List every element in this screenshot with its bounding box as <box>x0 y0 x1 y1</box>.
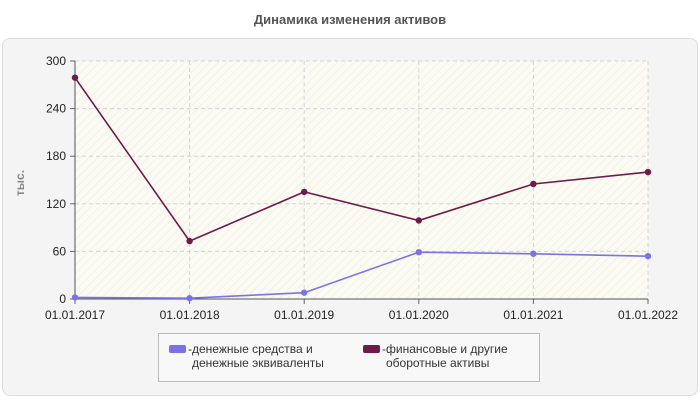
tick-labels: 0 60 120 180 240 300 01.01.2017 01.01.2018 01.01… <box>45 54 678 322</box>
data-point-0 <box>186 295 193 302</box>
axes <box>70 60 649 304</box>
series-line-0 <box>74 251 649 300</box>
legend-item-financial-assets[interactable]: - финансовые и другие оборотные активы <box>363 342 539 370</box>
x-tick-label: 01.01.2022 <box>618 308 678 322</box>
legend: - денежные средства и денежные эквивален… <box>158 333 540 382</box>
legend-label-financial-assets: финансовые и другие оборотные активы <box>386 342 508 370</box>
y-tick-label: 300 <box>46 54 66 68</box>
data-point-0 <box>71 294 79 301</box>
y-tick-label: 240 <box>46 102 66 116</box>
legend-prefix: - <box>188 342 192 356</box>
data-point-0 <box>301 289 308 296</box>
data-point-0 <box>530 250 537 257</box>
legend-swatch-financial-assets <box>363 345 380 353</box>
legend-label-cash: денежные средства и денежные эквиваленты <box>192 342 324 370</box>
y-tick-label: 120 <box>46 197 66 211</box>
x-tick-label: 01.01.2019 <box>274 308 334 322</box>
legend-prefix: - <box>382 342 386 356</box>
series-group <box>71 74 652 302</box>
data-point-1 <box>644 168 652 176</box>
x-tick-label: 01.01.2018 <box>160 308 220 322</box>
data-point-1 <box>415 217 422 224</box>
data-point-0 <box>644 252 652 260</box>
data-point-1 <box>301 188 308 196</box>
legend-swatch-cash <box>169 345 186 353</box>
data-point-1 <box>530 180 537 188</box>
y-tick-label: 60 <box>53 244 67 258</box>
series-line-1 <box>74 77 649 243</box>
data-point-0 <box>415 248 422 256</box>
x-tick-label: 01.01.2020 <box>389 308 449 322</box>
chart-title: Динамика изменения активов <box>253 12 447 27</box>
y-tick-label: 180 <box>46 149 66 163</box>
y-tick-label: 0 <box>59 292 66 306</box>
plot-area <box>75 61 648 299</box>
data-point-1 <box>71 74 79 81</box>
x-tick-label: 01.01.2021 <box>503 308 563 322</box>
legend-item-cash[interactable]: - денежные средства и денежные эквивален… <box>169 342 349 370</box>
y-axis-title: тыс. <box>13 169 27 197</box>
data-point-1 <box>186 237 193 245</box>
x-tick-label: 01.01.2017 <box>45 308 105 322</box>
